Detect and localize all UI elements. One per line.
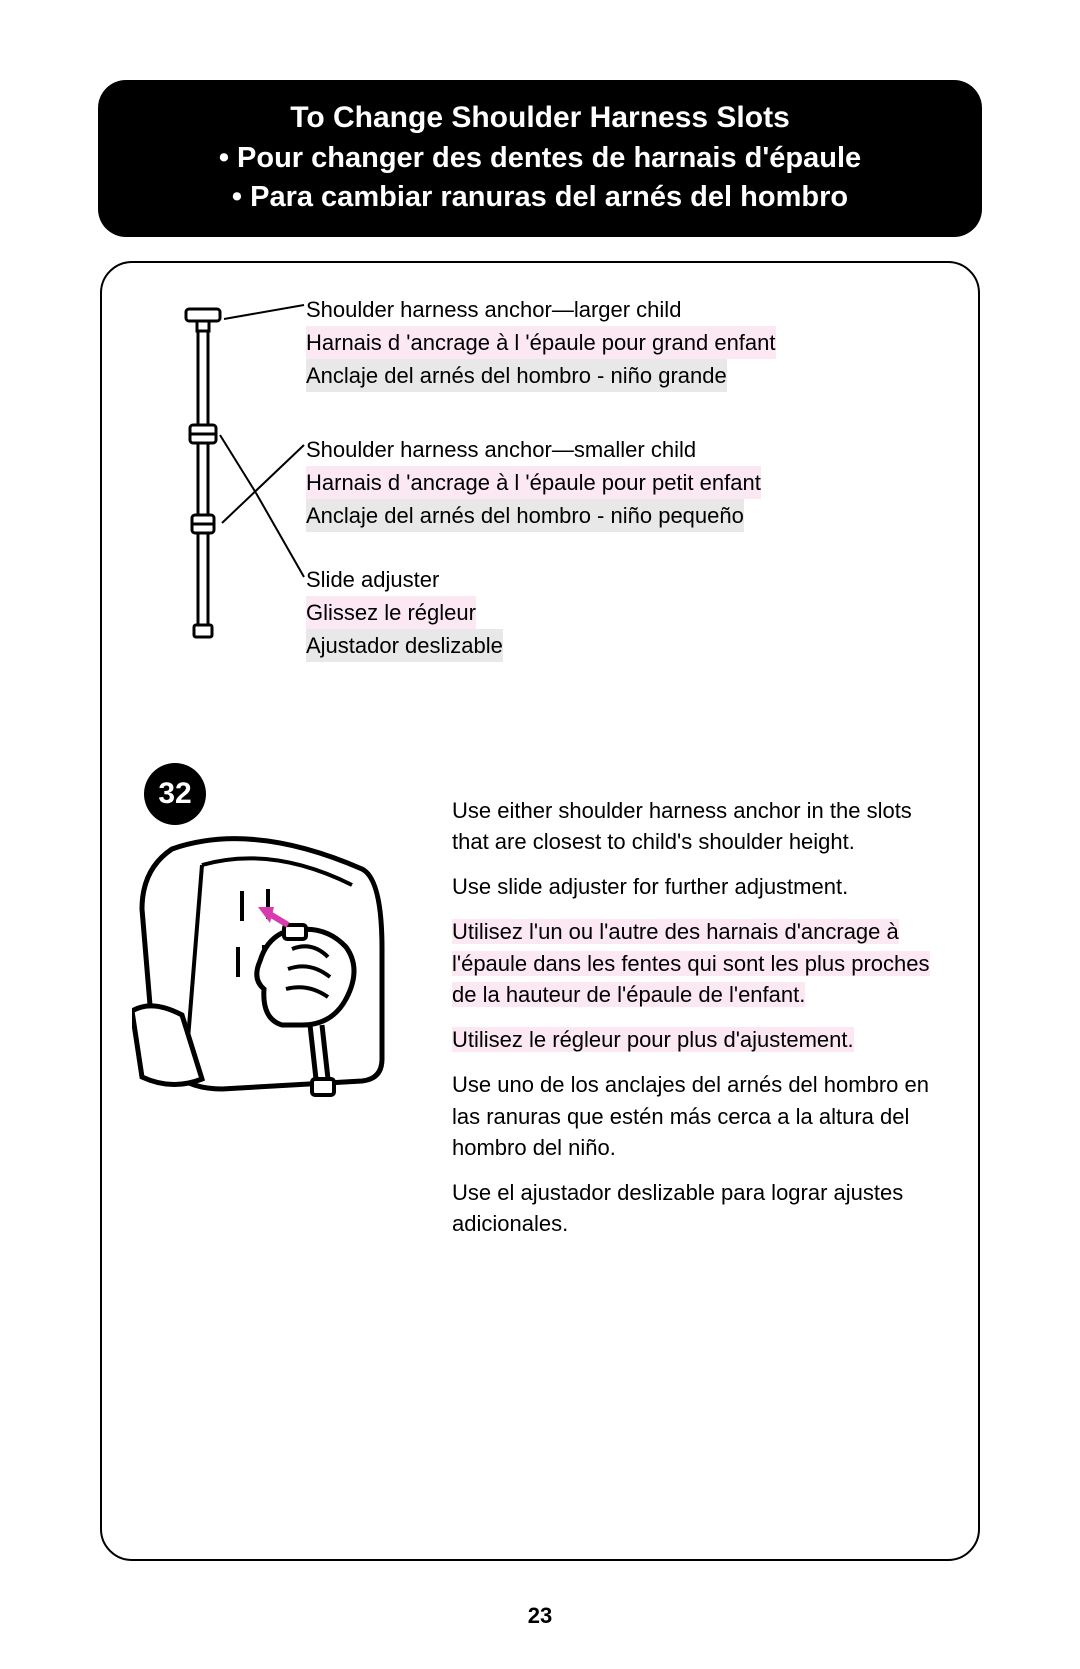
label-slide-adjuster-en: Slide adjuster	[306, 563, 503, 596]
label-slide-adjuster-fr: Glissez le régleur	[306, 596, 476, 629]
label-anchor-large: Shoulder harness anchor—larger child Har…	[306, 293, 776, 392]
step-en-p2: Use slide adjuster for further adjustmen…	[452, 871, 944, 902]
label-anchor-small-es: Anclaje del arnés del hombro - niño pequ…	[306, 499, 744, 532]
step-section: 32	[136, 773, 944, 1240]
title-fr: • Pour changer des dentes de harnais d'é…	[126, 139, 954, 178]
step-number-badge: 32	[144, 763, 206, 825]
harness-strap-icon	[176, 305, 230, 645]
label-anchor-small-fr: Harnais d 'ancrage à l 'épaule pour peti…	[306, 466, 761, 499]
title-es: • Para cambiar ranuras del arnés del hom…	[126, 178, 954, 217]
label-anchor-large-en: Shoulder harness anchor—larger child	[306, 293, 776, 326]
seat-insert-icon	[132, 829, 432, 1109]
label-slide-adjuster-es: Ajustador deslizable	[306, 629, 503, 662]
step-en-p1: Use either shoulder harness anchor in th…	[452, 795, 944, 857]
page-number: 23	[0, 1603, 1080, 1629]
title-en: To Change Shoulder Harness Slots	[126, 98, 954, 139]
title-block: To Change Shoulder Harness Slots • Pour …	[98, 80, 982, 237]
label-anchor-small-en: Shoulder harness anchor—smaller child	[306, 433, 761, 466]
step-fr-p1: Utilisez l'un ou l'autre des harnais d'a…	[452, 919, 930, 1006]
manual-page: To Change Shoulder Harness Slots • Pour …	[0, 0, 1080, 1669]
label-slide-adjuster: Slide adjuster Glissez le régleur Ajusta…	[306, 563, 503, 662]
step-fr-p2: Utilisez le régleur pour plus d'ajusteme…	[452, 1027, 854, 1052]
label-anchor-small: Shoulder harness anchor—smaller child Ha…	[306, 433, 761, 532]
step-es-p1: Use uno de los anclajes del arnés del ho…	[452, 1072, 929, 1159]
content-box: Shoulder harness anchor—larger child Har…	[100, 261, 980, 1561]
label-anchor-large-fr: Harnais d 'ancrage à l 'épaule pour gran…	[306, 326, 776, 359]
harness-labels-section: Shoulder harness anchor—larger child Har…	[136, 293, 944, 673]
label-anchor-large-es: Anclaje del arnés del hombro - niño gran…	[306, 359, 727, 392]
step-text: Use either shoulder harness anchor in th…	[452, 773, 944, 1240]
step-es-p2: Use el ajustador deslizable para lograr …	[452, 1180, 903, 1236]
